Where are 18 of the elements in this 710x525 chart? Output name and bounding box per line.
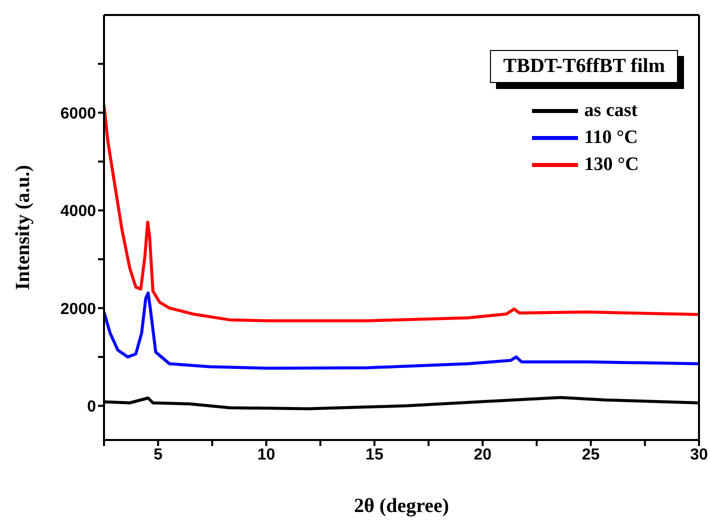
legend-title: TBDT-T6ffBT film <box>490 50 678 83</box>
x-tick-label: 5 <box>154 446 163 464</box>
x-axis-title: 2θ (degree) <box>354 495 450 517</box>
y-tick-label: 4000 <box>60 203 96 220</box>
legend-label: 110 °C <box>584 126 638 148</box>
y-tick-label: 2000 <box>60 300 96 318</box>
legend-label: 130 °C <box>584 154 639 176</box>
x-tick-label: 15 <box>366 446 384 464</box>
x-tick-label: 25 <box>582 446 600 464</box>
x-tick-label: 30 <box>690 446 708 464</box>
legend-label: as cast <box>584 100 638 122</box>
line-series <box>104 291 699 370</box>
x-tick-label: 10 <box>257 446 276 464</box>
line-series <box>104 103 699 322</box>
y-axis-title: Intensity (a.u.) <box>12 164 34 290</box>
y-tick-label: 0 <box>87 398 96 416</box>
y-tick-label: 6000 <box>60 105 96 122</box>
x-tick-label: 20 <box>474 446 492 464</box>
